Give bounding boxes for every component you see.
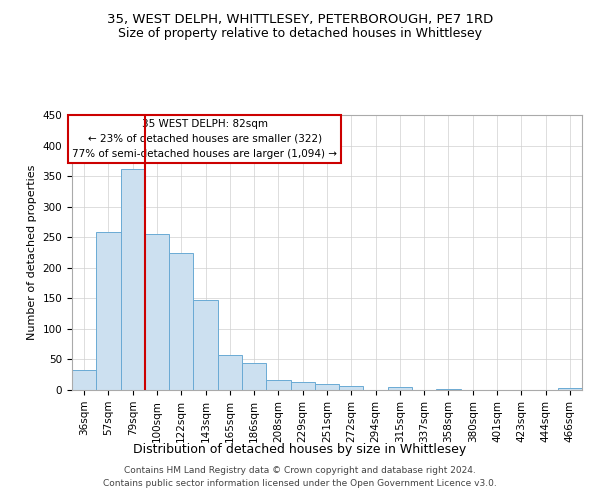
Bar [315, 384, 339, 390]
Bar [121, 169, 145, 390]
Bar [436, 389, 461, 390]
Bar [388, 387, 412, 390]
Text: Contains HM Land Registry data © Crown copyright and database right 2024.
Contai: Contains HM Land Registry data © Crown c… [103, 466, 497, 487]
Bar [72, 370, 96, 390]
Text: Size of property relative to detached houses in Whittlesey: Size of property relative to detached ho… [118, 28, 482, 40]
Bar [96, 232, 121, 390]
Bar [339, 386, 364, 390]
Bar [290, 382, 315, 390]
Bar [266, 380, 290, 390]
Text: 35, WEST DELPH, WHITTLESEY, PETERBOROUGH, PE7 1RD: 35, WEST DELPH, WHITTLESEY, PETERBOROUGH… [107, 12, 493, 26]
Bar [242, 363, 266, 390]
Bar [218, 355, 242, 390]
Bar [558, 388, 582, 390]
Bar [145, 234, 169, 390]
Bar [193, 300, 218, 390]
Text: 35 WEST DELPH: 82sqm
← 23% of detached houses are smaller (322)
77% of semi-deta: 35 WEST DELPH: 82sqm ← 23% of detached h… [72, 119, 337, 158]
Text: Distribution of detached houses by size in Whittlesey: Distribution of detached houses by size … [133, 442, 467, 456]
Y-axis label: Number of detached properties: Number of detached properties [27, 165, 37, 340]
Bar [169, 253, 193, 390]
